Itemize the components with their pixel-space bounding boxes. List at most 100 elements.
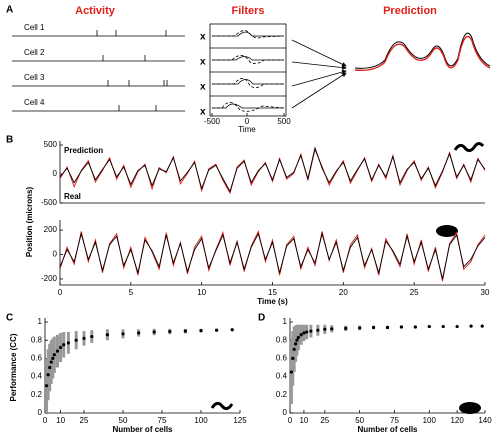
x-tick-label: 120 [450, 416, 464, 425]
panel-label: C [6, 313, 13, 324]
y-tick-label: 0 [53, 250, 58, 259]
point [399, 325, 404, 329]
y-tick-label: -500 [41, 198, 58, 207]
point [413, 325, 417, 329]
point [299, 333, 303, 337]
y-tick-label: 0.6 [31, 354, 43, 363]
filter-tick: 500 [277, 117, 291, 126]
point [455, 324, 459, 329]
x-tick-label: 75 [158, 416, 167, 425]
x-tick-label: 50 [355, 416, 364, 425]
filter-tick: -500 [204, 117, 221, 126]
y-tick-label: 0.8 [31, 335, 43, 344]
y-tick-label: 1 [38, 317, 43, 326]
point [293, 342, 298, 346]
prediction-curve [354, 35, 491, 72]
point [371, 325, 376, 330]
x-tick-label: 100 [194, 416, 208, 425]
spike-trains [12, 30, 185, 112]
x-tick-label: 20 [339, 288, 348, 297]
x-tick-label: 25 [320, 416, 329, 425]
filter-xlabel: Time [238, 125, 256, 134]
y-tick-label: 200 [44, 225, 58, 234]
point [480, 324, 484, 328]
header: Filters [231, 5, 264, 17]
y-tick-label: 0 [38, 408, 43, 417]
y-tick-label: 0.6 [276, 354, 288, 363]
x-tick-label: 50 [119, 416, 128, 425]
point [330, 327, 334, 331]
point [90, 334, 94, 339]
x-axis-label: Time (s) [257, 297, 288, 306]
point [59, 345, 63, 350]
line [59, 231, 486, 280]
panel-label: A [6, 5, 13, 16]
point [215, 328, 219, 332]
axes [59, 220, 485, 286]
point [323, 327, 327, 331]
point [105, 333, 109, 337]
cell-label: Cell 2 [24, 48, 45, 57]
legend-label: Prediction [64, 146, 103, 155]
point [51, 356, 55, 360]
header: Prediction [383, 5, 437, 17]
point [292, 347, 296, 351]
point [305, 330, 309, 334]
x-tick-label: 30 [481, 288, 490, 297]
operator: x [200, 107, 206, 118]
x-tick-label: 10 [56, 416, 65, 425]
x-axis-label: Number of cells [357, 425, 418, 434]
animal-icon [459, 402, 481, 414]
point [82, 336, 86, 340]
worm-icon [453, 142, 485, 153]
panel-label: B [6, 135, 13, 146]
point [358, 326, 362, 330]
operator: x [200, 82, 206, 93]
x-axis-label: Number of cells [112, 425, 173, 434]
point [199, 329, 203, 333]
line [59, 148, 486, 195]
point [289, 370, 293, 374]
operator: x [200, 32, 206, 43]
y-axis-label: Position (microns) [25, 187, 34, 258]
filters [209, 23, 287, 117]
cell-label: Cell 4 [24, 98, 45, 107]
point [48, 365, 52, 370]
prediction-curve [354, 32, 491, 69]
y-tick-label: 0 [283, 408, 288, 417]
filter-tick: 0 [245, 117, 250, 126]
y-tick-label: 0.4 [31, 372, 43, 381]
point [52, 353, 56, 357]
line [59, 229, 486, 282]
y-tick-label: 0.2 [276, 390, 288, 399]
point [74, 338, 78, 342]
x-tick-label: 0 [43, 416, 48, 425]
point [309, 329, 313, 333]
worm-icon [210, 401, 234, 411]
x-tick-label: 0 [288, 416, 293, 425]
point [469, 324, 473, 328]
y-tick-label: 0 [53, 169, 58, 178]
point [291, 356, 295, 360]
x-tick-label: 25 [410, 288, 419, 297]
y-tick-label: 0.2 [31, 390, 43, 399]
point [44, 384, 49, 388]
x-tick-label: 75 [390, 416, 399, 425]
point [427, 324, 431, 329]
cell-label: Cell 1 [24, 23, 45, 32]
point [295, 338, 299, 342]
point [121, 332, 125, 336]
axes [59, 141, 485, 204]
x-tick-label: 0 [58, 288, 63, 297]
axes [44, 318, 240, 414]
x-tick-label: 15 [268, 288, 277, 297]
legend-label: Real [64, 192, 81, 201]
operator: x [200, 57, 206, 68]
x-tick-label: 10 [197, 288, 206, 297]
point [152, 330, 156, 334]
y-tick-label: 0.8 [276, 335, 288, 344]
animal-icon [436, 225, 458, 237]
point [55, 349, 60, 353]
point [302, 331, 306, 335]
y-tick-label: 0.4 [276, 372, 288, 381]
